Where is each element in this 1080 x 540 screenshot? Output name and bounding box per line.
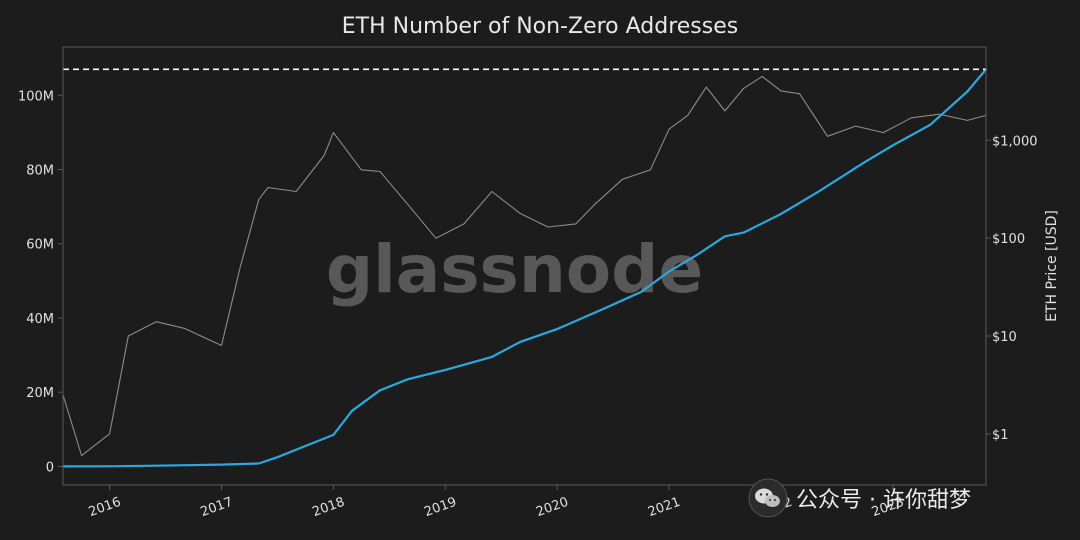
brand-watermark: glassnode xyxy=(326,231,703,308)
x-tick-label: 2021 xyxy=(646,495,682,520)
price-series-line xyxy=(62,75,987,457)
y-right-tick-label: $1,000 xyxy=(992,134,1038,149)
price-layer xyxy=(62,75,987,457)
x-tick-label: 2020 xyxy=(534,495,570,520)
y-right-tick-label: $1 xyxy=(992,428,1009,443)
plot-frame xyxy=(62,46,987,486)
y-right-axis-label: ETH Price [USD] xyxy=(1044,210,1060,322)
y-left-tick-label: 20M xyxy=(26,386,54,401)
y-left-tick-label: 60M xyxy=(26,238,54,253)
x-tick-label: 2019 xyxy=(422,495,458,520)
y-left-tick-label: 40M xyxy=(26,312,54,327)
channel-watermark: 公众号 · 许你甜梦 xyxy=(748,478,971,518)
chart-title: ETH Number of Non-Zero Addresses xyxy=(341,14,739,39)
x-tick-label: 2016 xyxy=(87,495,123,520)
y-left-tick-label: 80M xyxy=(26,163,54,178)
wechat-icon xyxy=(748,478,788,518)
watermark-text: glassnode xyxy=(326,231,703,308)
x-tick-label: 2017 xyxy=(199,495,235,520)
y-right-tick-label: $10 xyxy=(992,330,1017,345)
y-left-tick-label: 0 xyxy=(46,460,54,475)
y-right-tick-label: $100 xyxy=(992,232,1025,247)
x-tick-label: 2018 xyxy=(311,495,347,520)
addresses-series-line xyxy=(61,68,988,468)
channel-name: 公众号 · 许你甜梦 xyxy=(796,488,971,513)
addresses-layer xyxy=(61,68,988,468)
y-left-tick-label: 100M xyxy=(18,89,54,104)
